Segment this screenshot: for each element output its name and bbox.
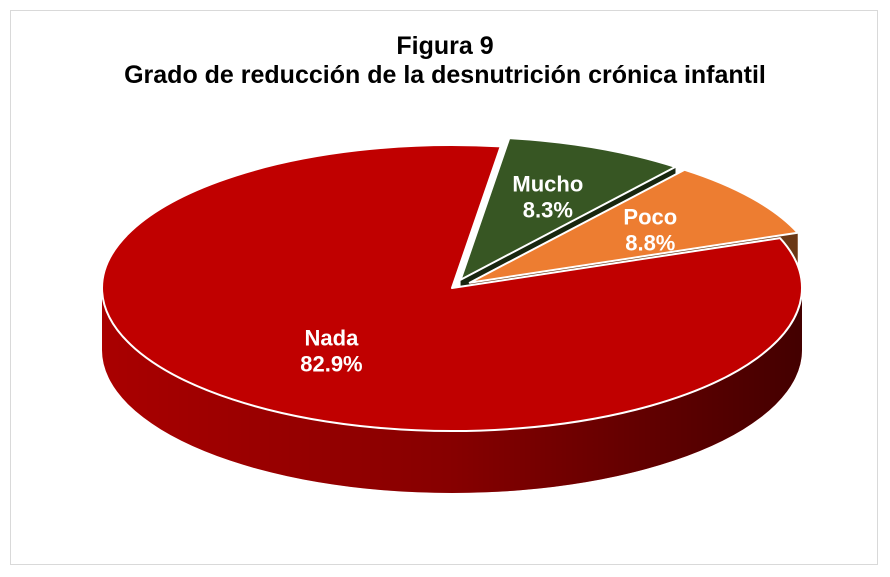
slice-label: Poco [623,205,677,230]
slice-value-label: 82.9% [300,351,362,376]
chart-heading: Figura 9 Grado de reducción de la desnut… [95,32,795,90]
slice [459,137,677,281]
chart-title: Figura 9 [396,32,494,60]
slice-value-label: 8.8% [625,231,675,256]
slice-value-label: 8.3% [523,197,573,222]
chart-subtitle: Grado de reducción de la desnutrición cr… [124,61,766,89]
slice [101,144,804,432]
slice-label: Mucho [512,171,583,196]
slice [468,168,799,284]
slice-side-shade [102,288,802,493]
chart-frame [10,10,878,565]
slice-label: Nada [305,325,360,350]
